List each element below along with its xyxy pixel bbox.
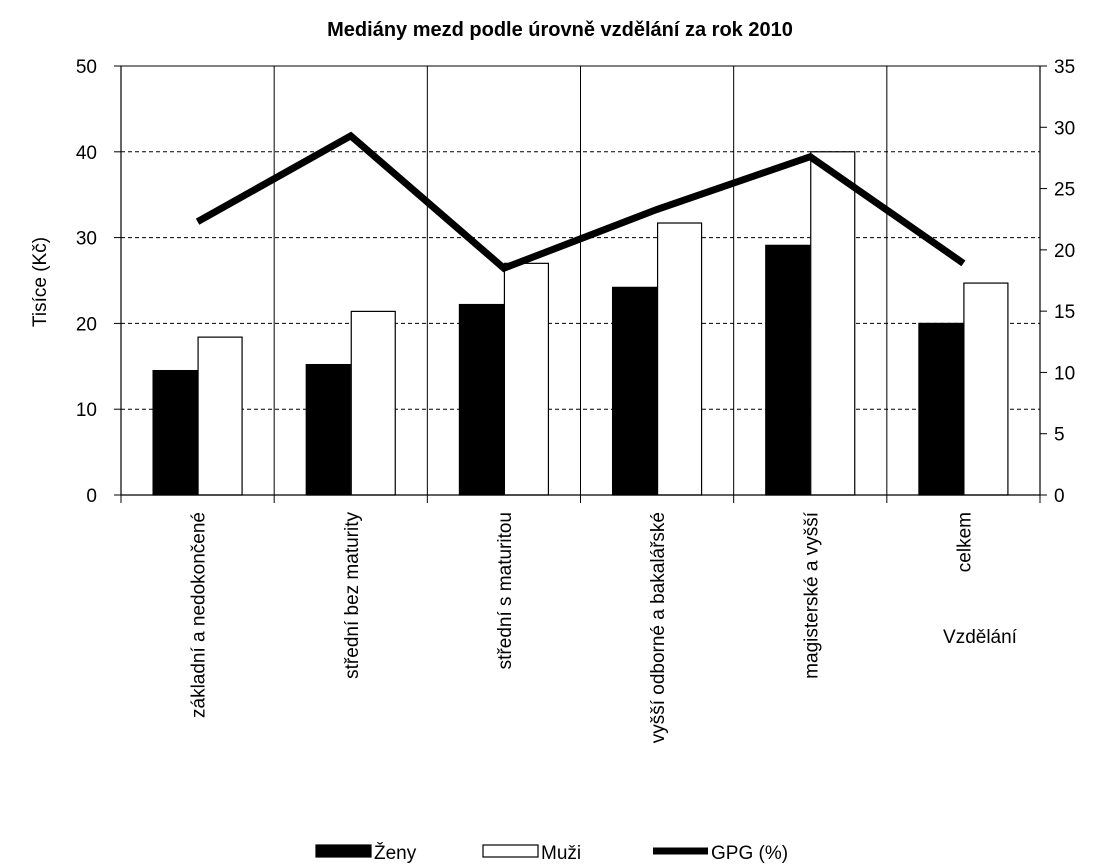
bar-muzi [963, 282, 1009, 496]
left-tick-label: 30 [76, 229, 97, 250]
axes [120, 65, 1041, 503]
right-tick-label: 10 [1054, 363, 1075, 384]
bars [152, 151, 1009, 496]
bar-zeny [305, 363, 351, 496]
legend: Ženy Muži GPG (%) [315, 842, 788, 864]
legend-label: Muži [541, 843, 581, 864]
bar-zeny [765, 244, 811, 496]
category-label: vyšší odborné a bakalářské [648, 512, 669, 743]
y-axis-label: Tisíce (Kč) [30, 237, 51, 327]
right-tick-label: 30 [1054, 118, 1075, 139]
bar-zeny [152, 369, 198, 496]
left-tick-label: 50 [76, 57, 97, 78]
left-tick-label: 0 [86, 486, 97, 507]
left-tick-label: 40 [76, 143, 97, 164]
right-tick-label: 20 [1054, 241, 1075, 262]
right-tick-label: 0 [1054, 486, 1065, 507]
bar-muzi [197, 336, 243, 496]
right-axis-ticks: 0 5 10 15 20 25 30 35 [1040, 57, 1075, 507]
bar-zeny [611, 286, 658, 496]
right-tick-label: 5 [1054, 425, 1065, 446]
right-tick-label: 15 [1054, 302, 1075, 323]
gpg-series-line [195, 131, 966, 273]
chart-title: Mediány mezd podle úrovně vzdělání za ro… [327, 19, 793, 41]
bar-muzi [350, 310, 396, 496]
bar-muzi [503, 262, 550, 496]
category-label: magisterské a vyšší [801, 511, 822, 679]
left-tick-label: 20 [76, 314, 97, 335]
bar-muzi [810, 151, 856, 496]
left-axis-ticks: 0 10 20 30 40 50 [76, 57, 121, 507]
category-label: základní a nedokončené [189, 512, 210, 718]
category-label: celkem [954, 512, 975, 572]
bar-zeny [458, 303, 505, 496]
x-axis-label: Vzdělání [943, 627, 1018, 648]
category-labels: základní a nedokončené střední bez maturi… [189, 511, 976, 743]
right-tick-label: 25 [1054, 180, 1075, 201]
right-tick-label: 35 [1054, 57, 1075, 78]
legend-label: Ženy [374, 842, 417, 864]
bar-zeny [918, 322, 964, 496]
category-separators [273, 66, 888, 495]
left-tick-label: 10 [76, 400, 97, 421]
legend-swatch-zeny [315, 844, 372, 858]
bar-muzi [656, 222, 703, 496]
legend-label: GPG (%) [711, 843, 788, 864]
legend-swatch-muzi [482, 844, 539, 858]
gpg-line [195, 131, 966, 273]
category-label: střední s maturitou [495, 512, 516, 669]
category-label: střední bez maturity [342, 512, 363, 679]
